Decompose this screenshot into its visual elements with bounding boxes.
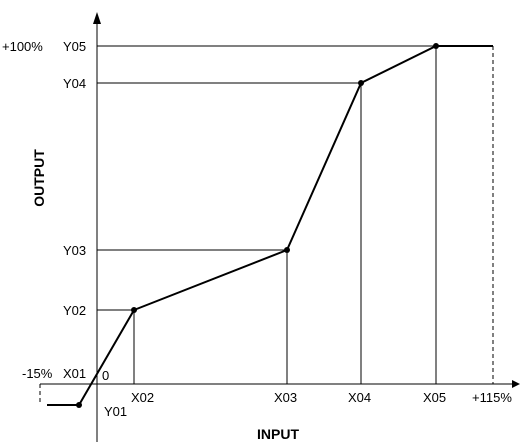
origin-label: 0: [102, 368, 109, 383]
x-label-x02: X02: [131, 390, 154, 405]
y-top-label: +100%: [2, 39, 43, 54]
y-axis-arrow: [93, 12, 101, 24]
point-p04: [358, 80, 364, 86]
x-label-x01: X01: [63, 366, 86, 381]
x-label-x05: X05: [423, 390, 446, 405]
x-start-label: -15%: [22, 366, 53, 381]
x-axis-arrow: [512, 380, 520, 388]
y-label-y03: Y03: [63, 243, 86, 258]
x-label-x03: X03: [274, 390, 297, 405]
y-label-y01: Y01: [104, 404, 127, 419]
x-label-x04: X04: [348, 390, 371, 405]
point-p05: [433, 43, 439, 49]
x-end-label: +115%: [472, 390, 512, 405]
y-label-y04: Y04: [63, 76, 86, 91]
x-axis-title: INPUT: [257, 426, 299, 442]
y-label-y02: Y02: [63, 303, 86, 318]
point-p02: [131, 307, 137, 313]
characteristic-curve: [47, 45, 493, 406]
point-p01: [76, 402, 82, 408]
point-p03: [284, 247, 290, 253]
y-label-y05: Y05: [63, 39, 86, 54]
y-axis-title: OUTPUT: [31, 149, 47, 207]
